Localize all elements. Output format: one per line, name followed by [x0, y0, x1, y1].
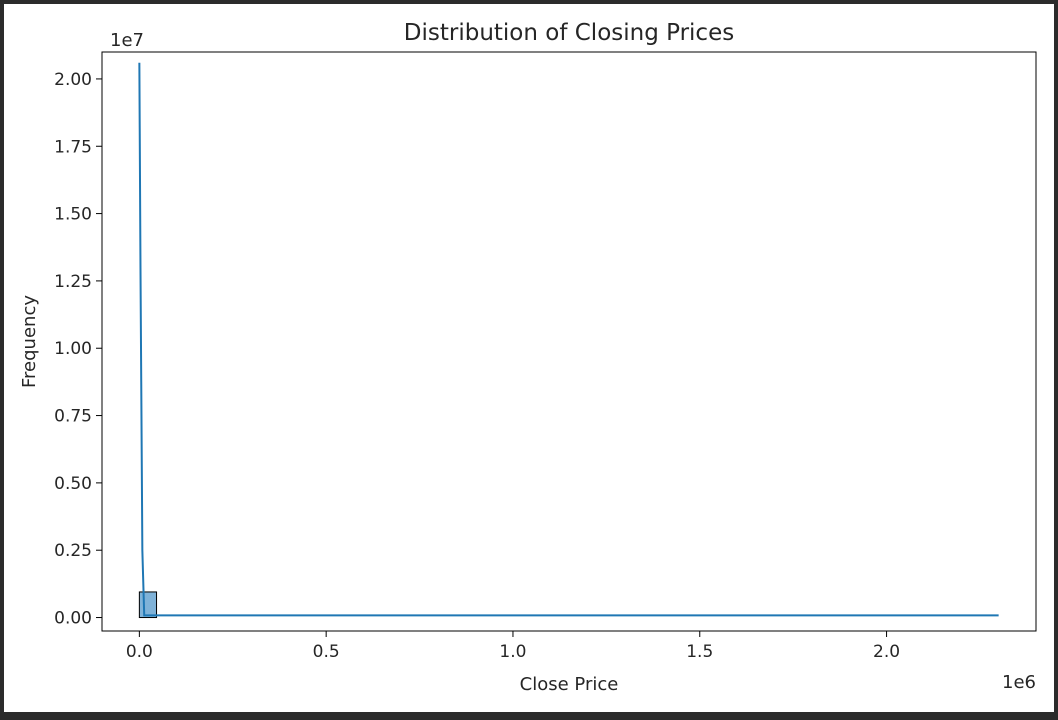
y-tick-label: 1.75 [54, 137, 92, 157]
y-tick-label: 1.25 [54, 272, 92, 292]
histogram-bar-0 [138, 591, 158, 619]
x-tick-label: 1.5 [686, 642, 713, 662]
chart: 0.0 0.5 1.0 1.5 2.0 0.00 0.25 0.50 0.75 1.00 1.25… [19, 20, 1037, 695]
y-tick-label: 1.00 [54, 339, 92, 359]
figure: 0.0 0.5 1.0 1.5 2.0 0.00 0.25 0.50 0.75 1.00 1.25… [4, 4, 1054, 712]
y-tick-label: 1.50 [54, 205, 92, 225]
x-tick-label: 0.0 [126, 642, 153, 662]
y-axis-scale-label: 1e7 [110, 30, 144, 51]
x-axis-scale-label: 1e6 [1002, 672, 1036, 693]
x-tick-label: 2.0 [873, 642, 900, 662]
y-tick-label: 0.00 [54, 609, 92, 629]
y-tick-label: 0.75 [54, 407, 92, 427]
y-tick-label: 0.25 [54, 541, 92, 561]
kde-line [138, 62, 999, 617]
y-tick-label: 0.50 [54, 474, 92, 494]
x-tick-label: 0.5 [313, 642, 340, 662]
x-axis-label: Close Price [520, 674, 619, 695]
x-tick-label: 1.0 [499, 642, 526, 662]
y-tick-label: 2.00 [54, 70, 92, 90]
chart-title: Distribution of Closing Prices [404, 20, 734, 46]
y-axis-label: Frequency [19, 295, 40, 388]
axes-frame [101, 51, 1037, 632]
